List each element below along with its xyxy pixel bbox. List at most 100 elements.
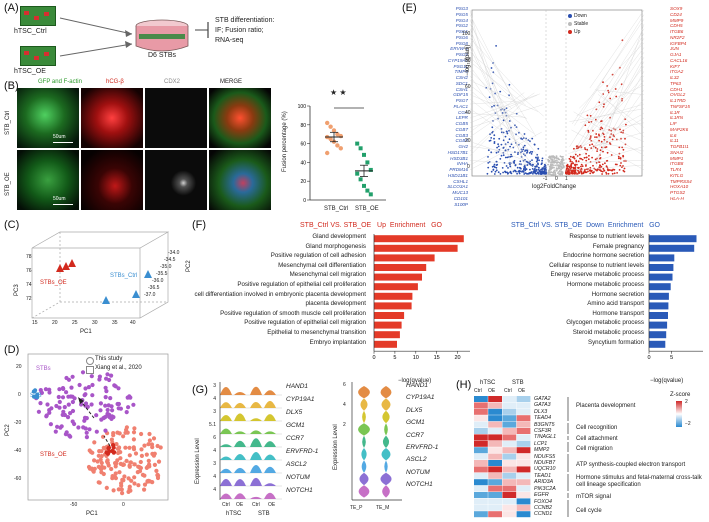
volcano-point — [605, 173, 608, 175]
stbs-oe-point — [104, 450, 109, 455]
scale-bar-label-ctrl: 50um — [53, 134, 66, 140]
volcano-point — [572, 162, 575, 165]
category-hormone: Hormone stimulus and fetal-maternal cros… — [576, 475, 702, 488]
go-up-bar — [374, 235, 464, 243]
volcano-point — [502, 131, 505, 134]
volcano-point — [521, 138, 524, 141]
significance-marker: ★ ★ — [330, 88, 347, 97]
heatmap-gene-label: EGFR — [534, 492, 549, 499]
volcano-point — [603, 103, 605, 106]
stbs-point — [68, 434, 73, 439]
gene-leader-line — [580, 103, 645, 123]
volcano-point — [505, 165, 508, 167]
volcano-point — [612, 168, 614, 171]
heatmap-cell — [502, 460, 517, 466]
legend-stable: Stable — [574, 21, 589, 27]
volcano-point — [581, 165, 584, 168]
violin-shape — [250, 464, 262, 473]
ctbs-point — [120, 491, 125, 496]
ctbs-point — [119, 487, 124, 492]
gene-leader-line — [568, 132, 645, 154]
down-gene-label: PSG8 — [455, 40, 468, 46]
volcano-point — [524, 154, 527, 157]
stbs-point — [62, 412, 67, 418]
volcano-point — [538, 169, 541, 172]
volcano-point-stable — [559, 155, 562, 158]
heatmap-gene-label: MMP2 — [534, 447, 550, 454]
volcano-point — [515, 133, 517, 136]
volcano-point — [499, 90, 502, 93]
go-up-bar — [374, 292, 413, 300]
volcano-point — [624, 137, 626, 140]
volcano-point — [612, 134, 615, 136]
heatmap-gene-label: LCP1 — [534, 440, 548, 447]
volcano-point — [622, 155, 625, 158]
go-down-xlabel: −log(qvalue) — [650, 378, 684, 384]
volcano-point — [529, 140, 531, 143]
gene-leader-line — [469, 92, 525, 133]
go-down-xtick-label: 0 — [647, 355, 650, 361]
go-up-term-label: Positive regulation of epithelial cell p… — [237, 280, 366, 288]
volcano-point-stable — [547, 173, 549, 176]
volcano-point — [517, 153, 519, 156]
violin-xtick-oe-1: OE — [236, 502, 244, 508]
panel-label-g: (G) — [192, 384, 208, 396]
ctbs-point — [142, 487, 147, 492]
volcano-point — [594, 158, 597, 161]
violin-xtick-ctrl-2: Ctrl — [252, 502, 260, 508]
volcano-plot — [469, 9, 645, 177]
fusion-point-oe — [362, 152, 366, 157]
volcano-point — [519, 160, 522, 163]
up-gene-label: IL17RD — [670, 98, 686, 103]
stbs-point — [65, 415, 71, 420]
fusion-point-ctrl — [335, 132, 340, 137]
volcano-point — [622, 169, 625, 172]
violin-te-shape — [359, 472, 369, 486]
heatmap-cell — [502, 453, 517, 460]
ctbs-point — [119, 483, 124, 488]
volcano-point — [525, 172, 528, 175]
heatmap-cell — [474, 460, 488, 466]
volcano-point — [585, 159, 588, 162]
violin-te-shape — [358, 423, 370, 436]
stbs-point — [70, 374, 75, 379]
volcano-point — [610, 154, 613, 156]
go-up-title: STB_Ctrl VS. STB_OE Up Enrichment GO — [300, 222, 442, 229]
volcano-point — [605, 171, 607, 174]
volcano-point — [524, 169, 527, 172]
volcano-point — [494, 166, 496, 169]
heatmap-col-oe-1: OE — [488, 388, 496, 394]
panel-a-diagram — [24, 11, 209, 60]
outcome-line-1: STB differentiation: — [215, 17, 275, 24]
down-gene-label: CGA — [458, 109, 468, 115]
ctbs-point — [92, 458, 97, 463]
gene-leader-line — [469, 132, 542, 170]
volcano-point — [488, 96, 491, 99]
fusion-xlabel-ctrl: STB_Ctrl — [324, 206, 349, 212]
violin-shape — [234, 431, 246, 434]
violin-shape — [250, 451, 262, 460]
volcano-point — [621, 39, 624, 42]
stbs-point — [45, 402, 50, 407]
ctbs-point — [105, 459, 110, 464]
heatmap-cell — [474, 415, 488, 422]
volcano-point — [567, 173, 570, 175]
volcano-point — [601, 173, 603, 175]
ctbs-point — [145, 479, 150, 484]
ctbs-point — [116, 487, 121, 492]
stbs-point — [84, 430, 89, 435]
volcano-point — [598, 134, 600, 137]
stbs-point — [70, 419, 75, 424]
stbs-point — [94, 413, 99, 418]
up-gene-label: JUN — [670, 46, 679, 52]
down-gene-label: CGB7 — [455, 126, 468, 132]
volcano-point — [599, 157, 602, 159]
ctbs-point — [86, 464, 92, 470]
volcano-point-stable — [557, 161, 559, 164]
volcano-point — [594, 146, 597, 149]
volcano-point — [574, 153, 577, 156]
panel-label-f: (F) — [192, 219, 207, 231]
volcano-point — [598, 161, 600, 163]
pc3-label: PC3 — [14, 284, 20, 296]
stbs-point — [56, 394, 61, 400]
